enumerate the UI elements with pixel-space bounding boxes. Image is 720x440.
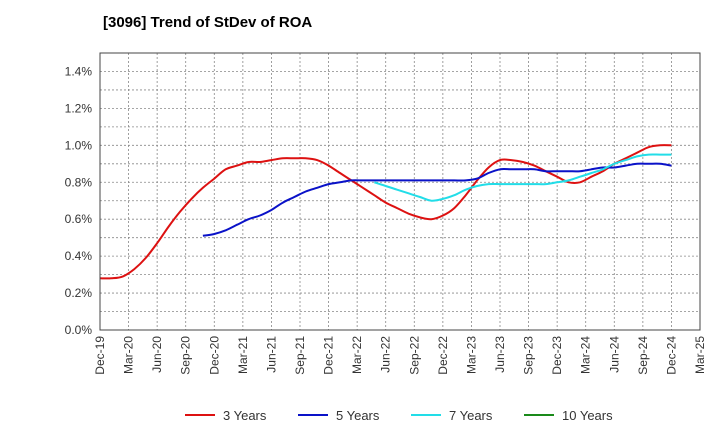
x-tick-label: Mar-20 (122, 336, 136, 374)
series-line-3-years (99, 144, 672, 280)
x-tick-label: Mar-21 (236, 336, 250, 374)
y-axis: 0.0% 0.2% 0.4% 0.6% 0.8% 1.0% 1.2% 1.4% (65, 64, 93, 337)
x-tick-label: Jun-20 (150, 336, 164, 373)
x-tick-label: Sep-21 (293, 336, 307, 375)
y-tick-label: 0.6% (65, 212, 93, 226)
y-tick-label: 0.4% (65, 249, 93, 263)
x-tick-label: Dec-20 (207, 336, 221, 375)
x-tick-label: Sep-22 (407, 336, 421, 375)
x-tick-label: Jun-24 (607, 336, 621, 373)
series-line-7-years (373, 153, 672, 202)
x-tick-label: Mar-23 (464, 336, 478, 374)
x-tick-label: Mar-25 (693, 336, 707, 374)
y-tick-label: 0.2% (65, 286, 93, 300)
x-tick-label: Dec-22 (436, 336, 450, 375)
y-tick-label: 1.2% (65, 101, 93, 115)
x-tick-label: Sep-24 (636, 336, 650, 375)
x-tick-label: Dec-24 (664, 336, 678, 375)
y-tick-label: 0.0% (65, 323, 93, 337)
legend-label: 5 Years (336, 408, 380, 423)
plot-border (99, 52, 701, 331)
legend-label: 7 Years (449, 408, 493, 423)
x-tick-label: Mar-24 (579, 336, 593, 374)
y-tick-label: 1.4% (65, 64, 93, 78)
y-tick-label: 1.0% (65, 138, 93, 152)
x-tick-label: Dec-21 (322, 336, 336, 375)
x-axis: Dec-19 Mar-20 Jun-20 Sep-20 Dec-20 Mar-21 Jun-… (93, 336, 707, 375)
x-tick-label: Mar-22 (350, 336, 364, 374)
legend: 3 Years 5 Years 7 Years 10 Years (185, 408, 613, 423)
x-tick-label: Sep-20 (179, 336, 193, 375)
x-tick-label: Sep-23 (522, 336, 536, 375)
series-lines (99, 144, 672, 280)
chart-title: [3096] Trend of StDev of ROA (103, 14, 312, 31)
x-tick-label: Dec-23 (550, 336, 564, 375)
x-tick-label: Dec-19 (93, 336, 107, 375)
series-line-5-years (202, 162, 672, 237)
x-tick-label: Jun-21 (264, 336, 278, 373)
legend-label: 10 Years (562, 408, 613, 423)
x-tick-label: Jun-22 (379, 336, 393, 373)
legend-label: 3 Years (223, 408, 267, 423)
grid (100, 53, 700, 330)
x-tick-label: Jun-23 (493, 336, 507, 373)
y-tick-label: 0.8% (65, 175, 93, 189)
